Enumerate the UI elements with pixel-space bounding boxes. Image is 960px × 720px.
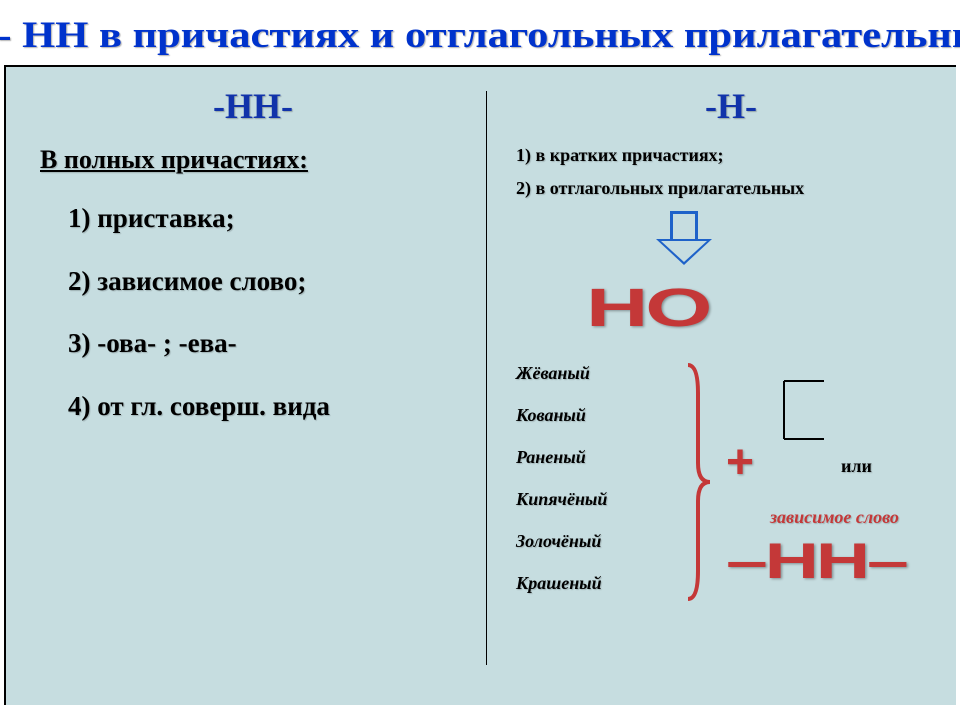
arrow-down-icon (656, 211, 712, 269)
or-label: или (841, 456, 872, 477)
left-rule-3: 3) -ова- ; -ева- (40, 326, 466, 361)
small-bracket-icon (780, 377, 828, 443)
exception-word: Крашеный (516, 573, 602, 594)
left-subheading: В полных причастиях: (40, 145, 466, 175)
right-rule-2: 2) в отглагольных прилагательных (516, 178, 946, 199)
right-column: -Н- 1) в кратких причастиях; 2) в отглаг… (486, 67, 956, 705)
exception-word: Кипячёный (516, 489, 607, 510)
no-label: НО (586, 277, 960, 339)
left-heading: -НН- (40, 85, 466, 127)
page-title: Н - НН в причастиях и отглагольных прила… (0, 0, 960, 65)
left-rule-1: 1) приставка; (40, 201, 466, 236)
plus-icon: + (726, 435, 754, 490)
right-rule-1: 1) в кратких причастиях; (516, 145, 946, 166)
left-rule-2: 2) зависимое слово; (40, 264, 466, 299)
exception-word: Жёваный (516, 363, 590, 384)
curly-brace-icon (684, 363, 714, 601)
dependent-word-label: зависимое слово (770, 507, 899, 528)
exception-word: Кованый (516, 405, 586, 426)
exceptions-block: Жёваный Кованый Раненый Кипячёный Золочё… (516, 357, 946, 617)
exception-word: Золочёный (516, 531, 601, 552)
left-column: -НН- В полных причастиях: 1) приставка; … (6, 67, 486, 705)
right-heading: -Н- (516, 85, 946, 127)
content-panel: -НН- В полных причастиях: 1) приставка; … (4, 65, 956, 705)
nn-result-label: –НН– (726, 532, 906, 590)
left-rule-4: 4) от гл. соверш. вида (40, 389, 466, 424)
exception-word: Раненый (516, 447, 586, 468)
